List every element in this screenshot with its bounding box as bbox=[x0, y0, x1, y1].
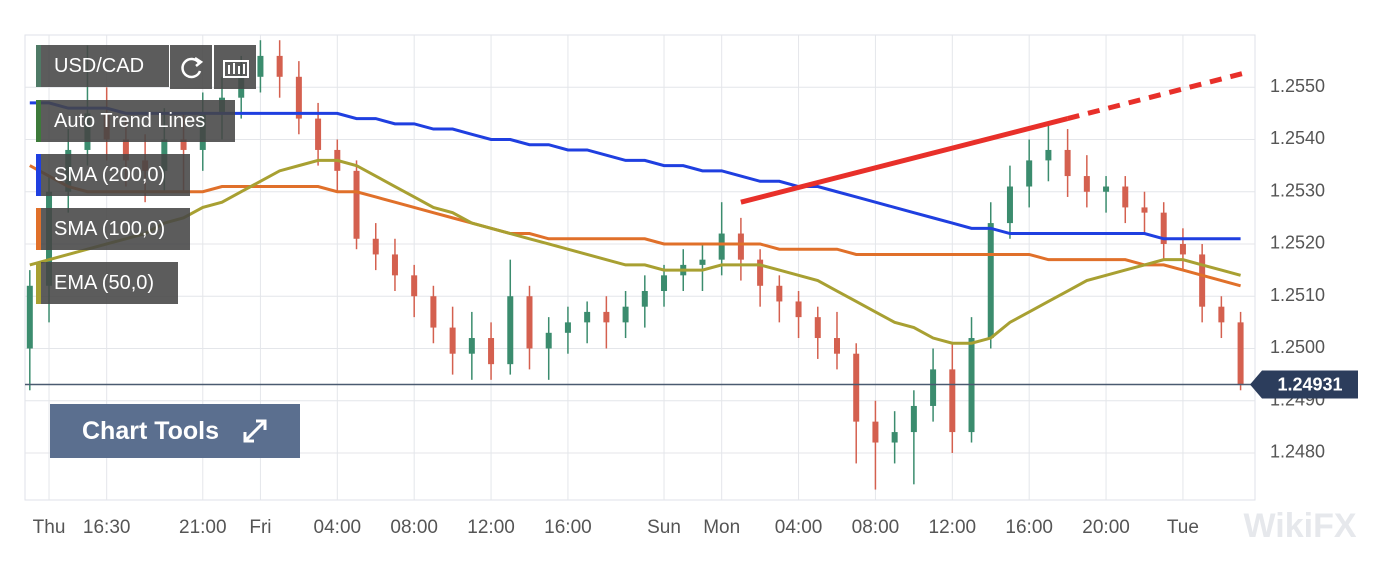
x-tick-label: 12:00 bbox=[929, 517, 977, 538]
candle-body bbox=[315, 118, 322, 150]
last-price-label: 1.24931 bbox=[1277, 374, 1342, 394]
trend-lines-toggle[interactable]: Auto Trend Lines bbox=[36, 100, 235, 142]
x-tick-label: Sun bbox=[647, 517, 681, 538]
candle-body bbox=[122, 139, 129, 161]
candle-body bbox=[1045, 149, 1052, 161]
candle-body bbox=[737, 233, 744, 260]
legend-entry[interactable]: SMA (100,0) bbox=[36, 208, 190, 250]
candle-body bbox=[526, 296, 533, 349]
candle-body bbox=[757, 259, 764, 286]
candle-body bbox=[853, 353, 860, 422]
x-tick-label: 20:00 bbox=[1082, 517, 1130, 538]
x-tick-label: Tue bbox=[1167, 517, 1199, 538]
candle-body bbox=[987, 223, 994, 339]
candle-body bbox=[1026, 160, 1033, 187]
candle-body bbox=[180, 139, 187, 150]
ma-line bbox=[29, 158, 1241, 345]
candle-body bbox=[1122, 186, 1129, 208]
legend-entry[interactable]: SMA (200,0) bbox=[36, 154, 190, 196]
refresh-icon bbox=[181, 56, 204, 79]
chart-tools-label: Chart Tools bbox=[82, 417, 220, 445]
candle-body bbox=[949, 369, 956, 433]
candle-body bbox=[776, 285, 783, 302]
candle-body bbox=[930, 369, 937, 406]
candle-body bbox=[833, 338, 840, 354]
candle-body bbox=[1160, 212, 1167, 244]
candle-body bbox=[372, 238, 379, 255]
legend-entry[interactable]: EMA (50,0) bbox=[36, 262, 178, 304]
x-tick-label: 04:00 bbox=[775, 517, 823, 538]
x-tick-label: Mon bbox=[703, 517, 740, 538]
candle-body bbox=[641, 291, 648, 307]
candle-body bbox=[507, 296, 514, 365]
candle-body bbox=[391, 254, 398, 276]
candle-body bbox=[1179, 243, 1186, 255]
candle-body bbox=[1006, 186, 1013, 224]
candle-body bbox=[430, 296, 437, 328]
chart-type-button[interactable] bbox=[214, 45, 256, 89]
y-tick-label: 1.2540 bbox=[1270, 128, 1325, 148]
chart-tools-button[interactable]: Chart Tools bbox=[50, 404, 300, 458]
watermark: WikiFX bbox=[1243, 507, 1356, 545]
candle-body bbox=[814, 317, 821, 339]
ma-line bbox=[29, 164, 1241, 288]
candle-body bbox=[295, 76, 302, 119]
expand-icon bbox=[243, 419, 267, 443]
candle-body bbox=[545, 332, 552, 349]
candle-body bbox=[1064, 149, 1071, 177]
candle-body bbox=[661, 275, 668, 292]
candle-body bbox=[449, 327, 456, 354]
candle-body bbox=[1103, 186, 1110, 192]
candle-body bbox=[411, 275, 418, 297]
candle-body bbox=[795, 301, 802, 318]
x-tick-label: 08:00 bbox=[390, 517, 438, 538]
candle-body bbox=[488, 338, 495, 365]
y-tick-label: 1.2520 bbox=[1270, 233, 1325, 253]
candle-body bbox=[1218, 306, 1225, 323]
y-tick-label: 1.2530 bbox=[1270, 180, 1325, 200]
x-tick-label: Fri bbox=[249, 517, 271, 538]
candle-body bbox=[718, 233, 725, 260]
y-tick-label: 1.2510 bbox=[1270, 285, 1325, 305]
candle-body bbox=[468, 338, 475, 354]
candle-body bbox=[353, 170, 360, 239]
symbol-label[interactable]: USD/CAD bbox=[36, 45, 169, 87]
y-tick-label: 1.2500 bbox=[1270, 337, 1325, 357]
x-tick-label: 16:00 bbox=[544, 517, 592, 538]
refresh-button[interactable] bbox=[170, 45, 212, 89]
candle-body bbox=[699, 259, 706, 265]
chart-type-icon bbox=[223, 60, 249, 78]
candle-body bbox=[564, 322, 571, 333]
trend-line bbox=[740, 116, 1069, 205]
y-tick-label: 1.2480 bbox=[1270, 442, 1325, 462]
candle-body bbox=[257, 55, 264, 77]
candle-body bbox=[26, 285, 33, 349]
candle-body bbox=[584, 311, 591, 323]
plot-frame bbox=[24, 34, 1256, 501]
candle-body bbox=[891, 432, 898, 443]
trend-projection bbox=[1066, 69, 1251, 122]
candle-body bbox=[910, 405, 917, 433]
x-tick-label: 16:00 bbox=[1005, 517, 1053, 538]
candle-body bbox=[622, 306, 629, 323]
x-tick-label: 21:00 bbox=[179, 517, 227, 538]
candle-body bbox=[276, 55, 283, 77]
x-tick-label: 12:00 bbox=[467, 517, 515, 538]
candle-body bbox=[872, 421, 879, 443]
x-tick-label: 16:30 bbox=[83, 517, 131, 538]
candle-body bbox=[1083, 176, 1090, 192]
candle-body bbox=[1237, 322, 1244, 386]
y-tick-label: 1.2550 bbox=[1270, 76, 1325, 96]
last-price-box bbox=[1250, 370, 1358, 399]
candle-body bbox=[1199, 254, 1206, 307]
x-tick-label: 04:00 bbox=[314, 517, 362, 538]
x-tick-label: Thu bbox=[33, 517, 66, 538]
x-tick-label: 08:00 bbox=[852, 517, 900, 538]
candle-body bbox=[1141, 207, 1148, 213]
candle-body bbox=[603, 311, 610, 323]
